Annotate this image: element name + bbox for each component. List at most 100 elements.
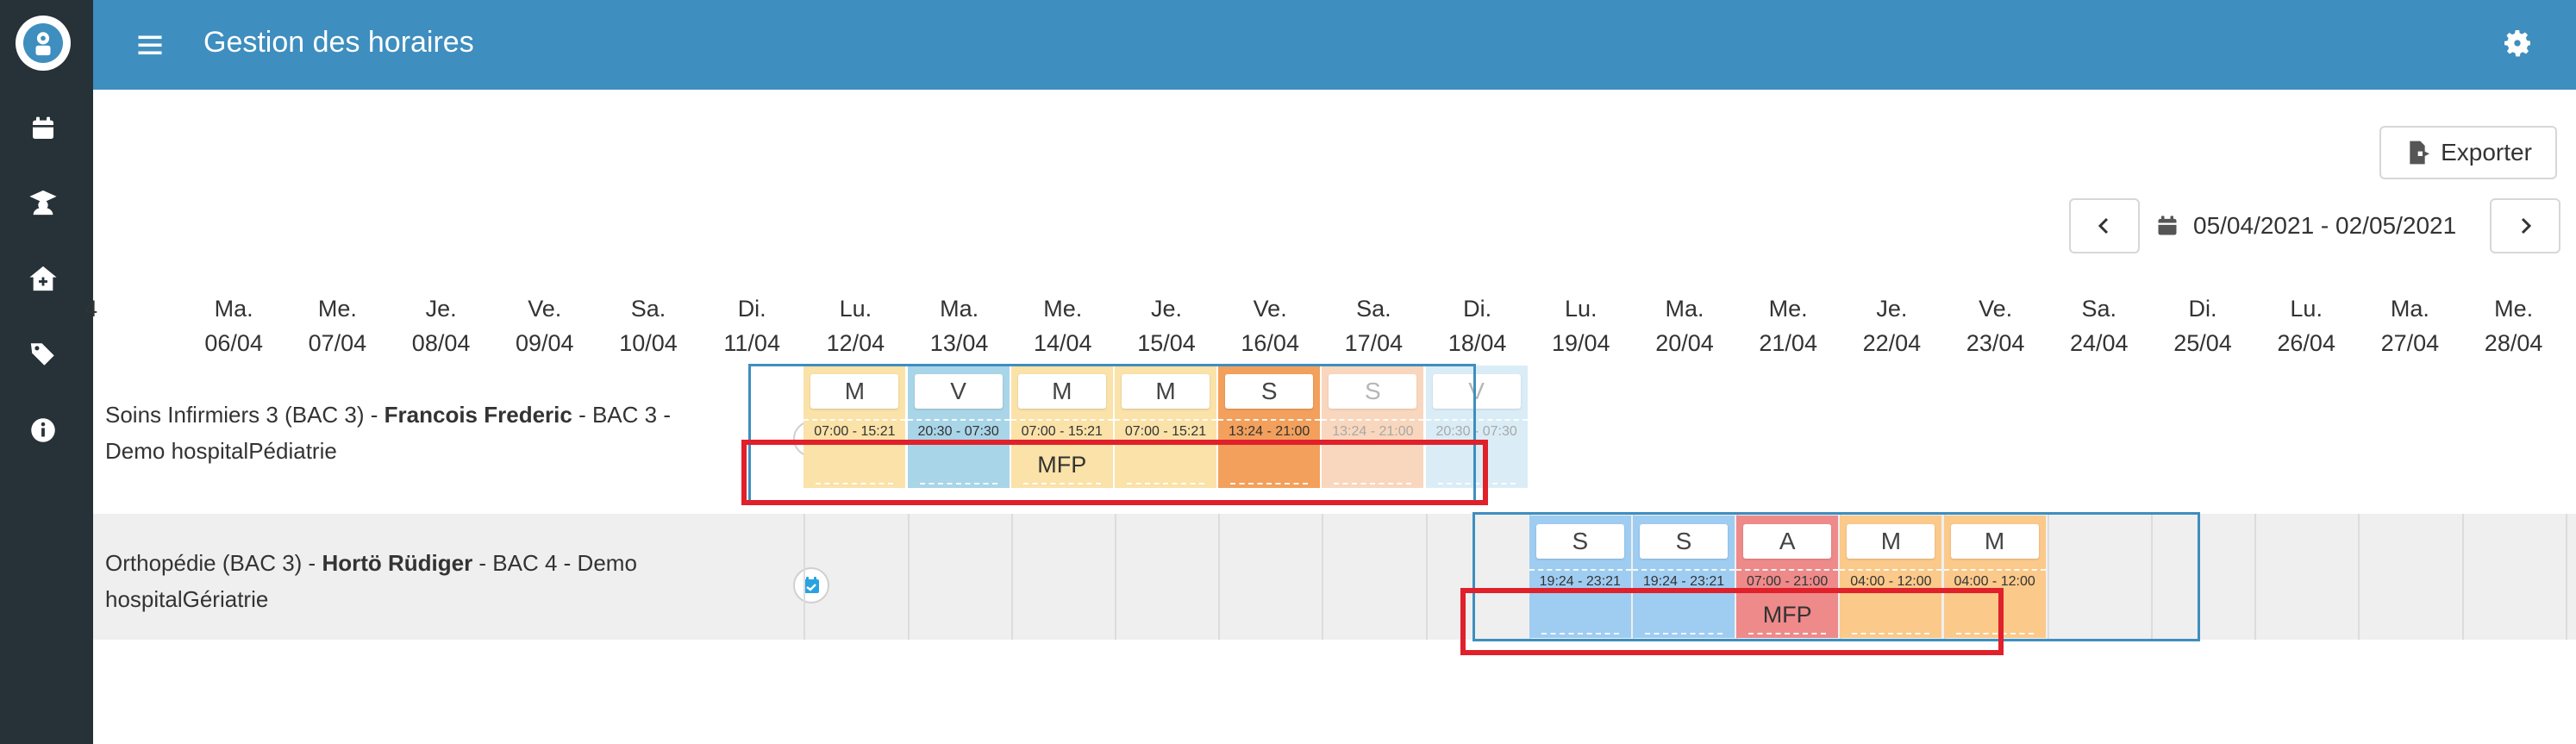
logo-icon (23, 23, 63, 63)
shift-cell[interactable]: M 07:00 - 15:21 (1115, 366, 1216, 488)
day-grid-line (2047, 514, 2049, 640)
dashed-divider (919, 483, 997, 485)
date-header: Je. 15/04 (1116, 291, 1217, 360)
chevron-left-icon (2098, 217, 2109, 234)
day-date: 08/04 (411, 330, 471, 356)
export-label: Exporter (2441, 139, 2532, 166)
shift-lower[interactable] (1218, 441, 1321, 488)
tags-icon[interactable] (25, 336, 61, 372)
date-header: Di. 11/04 (701, 291, 803, 360)
row-label-prefix: Orthopédie (BAC 3) - (105, 550, 322, 576)
date-header: Ve. 09/04 (494, 291, 596, 360)
dashed-divider (1230, 483, 1309, 485)
day-date: 28/04 (2484, 330, 2543, 356)
day-name: Ma. (1665, 296, 1704, 322)
day-name: Ve. (1979, 296, 2013, 322)
day-date: 09/04 (516, 330, 574, 356)
shift-lower[interactable] (907, 441, 1010, 488)
day-name: Ve. (1253, 296, 1287, 322)
shift-cell[interactable]: M 07:00 - 15:21 MFP (1010, 366, 1113, 488)
sidebar (0, 0, 93, 744)
day-date: 14/04 (1034, 330, 1092, 356)
app-logo[interactable] (16, 16, 71, 71)
mfp-label: MFP (1037, 452, 1087, 478)
day-name: Ma. (940, 296, 979, 322)
dashed-divider (816, 483, 894, 485)
shift-code: S (1640, 524, 1728, 559)
day-date: 10/04 (619, 330, 678, 356)
shift-hours: 04:00 - 12:00 (1840, 569, 1942, 590)
date-header: Me. 07/04 (286, 291, 388, 360)
day-name: Sa. (630, 296, 666, 322)
row-label: Soins Infirmiers 3 (BAC 3) - Francois Fr… (105, 397, 709, 469)
date-header: Lu. 12/04 (804, 291, 906, 360)
shift-lower[interactable]: MFP (1736, 591, 1839, 638)
shift-lower[interactable]: MFP (1010, 441, 1113, 488)
person-name[interactable]: Francois Frederic (384, 402, 572, 428)
hamburger-menu-icon[interactable] (134, 29, 166, 60)
shift-lower[interactable] (1425, 441, 1528, 488)
shift-lower[interactable] (1115, 441, 1216, 488)
shift-cell[interactable]: M 07:00 - 15:21 (803, 366, 906, 488)
shift-code: M (1847, 524, 1935, 559)
page-title: Gestion des horaires (203, 26, 474, 59)
highlight-box (1460, 588, 2004, 655)
date-header: Je.29/0 (2567, 291, 2576, 360)
shift-hours: 20:30 - 07:30 (1425, 419, 1528, 440)
day-grid-line (1218, 514, 1221, 640)
day-name: Lu. (2290, 296, 2323, 322)
day-date: 11/04 (723, 330, 780, 356)
info-icon[interactable] (25, 412, 61, 448)
day-date: 17/04 (1344, 330, 1404, 356)
shift-lower[interactable] (1943, 591, 2046, 638)
schedule-row: Orthopédie (BAC 3) - Hortö Rüdiger - BAC… (93, 514, 2576, 640)
date-header: 4 (84, 291, 105, 326)
shift-lower[interactable] (1633, 591, 1735, 638)
date-header: Ma. 13/04 (909, 291, 1010, 360)
prev-period-button[interactable] (2069, 198, 2140, 253)
date-header: Me. 28/04 (2463, 291, 2565, 360)
shift-cell[interactable]: M 04:00 - 12:00 (1943, 516, 2046, 638)
top-bar: Gestion des horaires (93, 0, 2576, 90)
export-button[interactable]: Exporter (2379, 126, 2557, 179)
shift-cell[interactable]: V 20:30 - 07:30 (1425, 366, 1528, 488)
day-date: 4 (84, 296, 98, 322)
assign-calendar-button[interactable] (793, 567, 829, 603)
gear-icon[interactable] (2500, 26, 2535, 60)
shift-lower[interactable] (803, 441, 906, 488)
day-date: 29/0 (2567, 326, 2576, 360)
shift-code: M (1017, 374, 1106, 409)
shift-code: V (1432, 374, 1521, 409)
day-date: 26/04 (2277, 330, 2335, 356)
next-period-button[interactable] (2490, 198, 2560, 253)
day-name: Ve. (528, 296, 562, 322)
person-name[interactable]: Hortö Rüdiger (322, 550, 473, 576)
shift-cell[interactable]: S 19:24 - 23:21 (1633, 516, 1735, 638)
date-range-picker[interactable]: 05/04/2021 - 02/05/2021 (2155, 200, 2456, 252)
graduate-icon[interactable] (25, 184, 61, 221)
day-name: Sa. (2081, 296, 2117, 322)
shift-cell[interactable]: S 19:24 - 23:21 (1529, 516, 1631, 638)
calendar-icon[interactable] (25, 110, 61, 147)
day-grid-line (2254, 514, 2257, 640)
shift-cell[interactable]: A 07:00 - 21:00 MFP (1736, 516, 1839, 638)
shift-hours: 13:24 - 21:00 (1322, 419, 1424, 440)
dashed-divider (1334, 483, 1412, 485)
shift-lower[interactable] (1840, 591, 1942, 638)
shift-cell[interactable]: S 13:24 - 21:00 (1322, 366, 1424, 488)
hospital-home-icon[interactable] (25, 260, 61, 297)
dashed-divider (1955, 633, 2034, 635)
row-label-line2: hospitalGériatrie (105, 586, 269, 612)
day-grid-line (803, 514, 806, 640)
shift-code: S (1329, 374, 1417, 409)
date-header: Sa. 17/04 (1322, 291, 1424, 360)
shift-lower[interactable] (1529, 591, 1631, 638)
shift-cell[interactable]: S 13:24 - 21:00 (1218, 366, 1321, 488)
shift-cell[interactable]: M 04:00 - 12:00 (1840, 516, 1942, 638)
day-name: Sa. (1356, 296, 1391, 322)
date-range-text: 05/04/2021 - 02/05/2021 (2193, 212, 2457, 239)
shift-cell[interactable]: V 20:30 - 07:30 (907, 366, 1010, 488)
day-date: 13/04 (929, 330, 989, 356)
shift-lower[interactable] (1322, 441, 1424, 488)
day-date: 06/04 (204, 330, 263, 356)
